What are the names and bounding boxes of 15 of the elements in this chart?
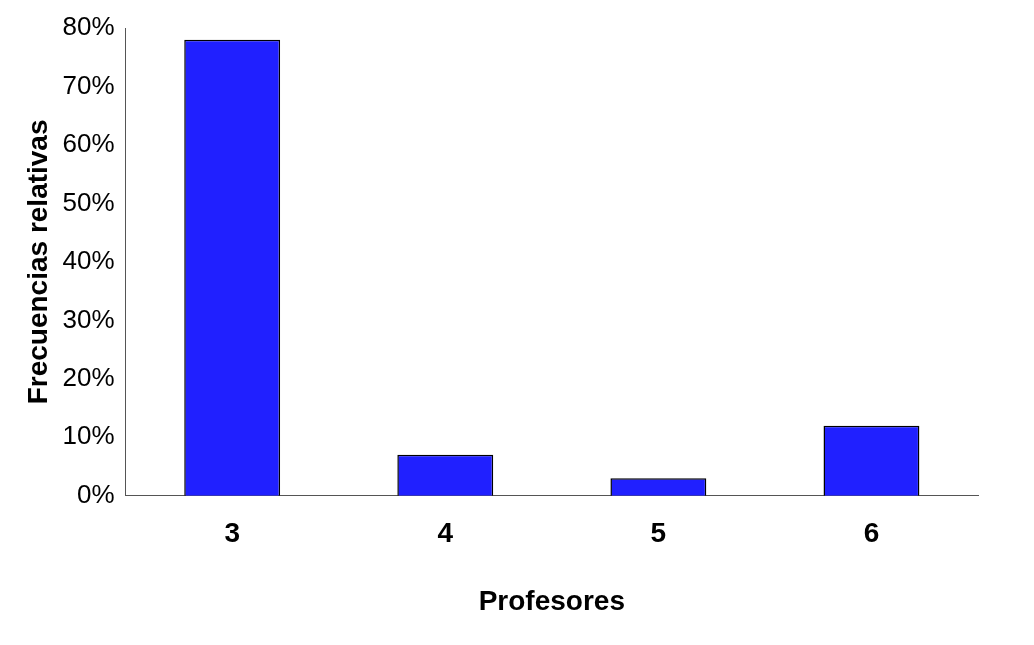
y-tick-label: 50% [62, 186, 115, 217]
x-tick-label: 5 [650, 517, 667, 549]
y-tick-label: 0% [77, 478, 115, 509]
x-tick-label: 6 [863, 517, 880, 549]
y-tick-label: 10% [62, 420, 115, 451]
y-tick-label: 20% [62, 362, 115, 393]
y-tick-label: 70% [62, 69, 115, 100]
y-tick-label: 30% [62, 303, 115, 334]
x-tick-label: 3 [224, 517, 240, 549]
y-tick-label: 40% [62, 245, 115, 276]
x-tick-label: 4 [437, 517, 454, 549]
y-tick-label: 60% [62, 128, 115, 159]
x-axis-title: Profesores [478, 584, 625, 616]
y-axis-title: Frecuencias relativas [21, 119, 53, 405]
y-tick-label: 80% [62, 11, 115, 42]
